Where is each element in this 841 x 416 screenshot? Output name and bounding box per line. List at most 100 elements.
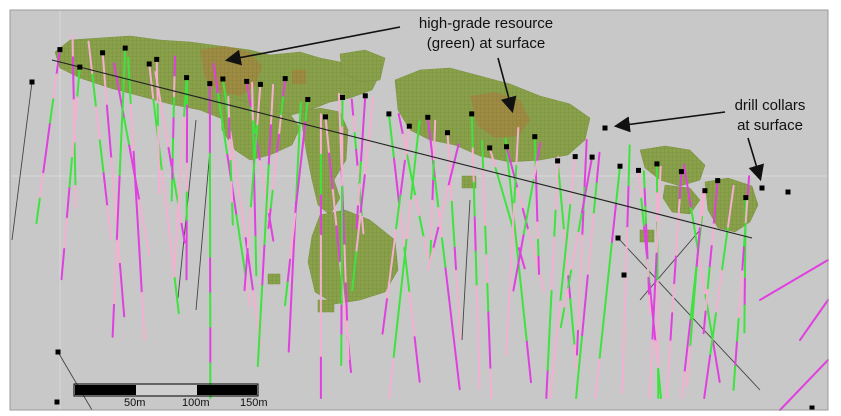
drill-collar-marker[interactable] [532, 134, 537, 139]
scale-segment-1 [75, 385, 136, 395]
trace-segment [489, 341, 490, 370]
drill-collar-marker[interactable] [469, 111, 474, 116]
trace-segment [228, 97, 229, 118]
trace-segment [538, 240, 539, 257]
drill-collar-marker[interactable] [555, 158, 560, 163]
drill-collar-marker[interactable] [573, 154, 578, 159]
annotation-collars-line1: drill collars [715, 96, 825, 116]
drill-collar-marker[interactable] [340, 95, 345, 100]
drill-collar-marker[interactable] [184, 75, 189, 80]
trace-segment [579, 283, 580, 307]
drill-collar-marker[interactable] [743, 195, 748, 200]
drill-collar-marker[interactable] [407, 124, 412, 129]
trace-segment [535, 137, 536, 154]
drill-collar-marker[interactable] [147, 62, 152, 67]
drill-collar-marker[interactable] [702, 188, 707, 193]
drill-collar-marker[interactable] [30, 80, 35, 85]
trace-segment [550, 291, 551, 318]
trace-segment [472, 114, 473, 148]
trace-segment [455, 248, 456, 271]
trace-segment [172, 180, 173, 201]
drill-collar-marker[interactable] [77, 65, 82, 70]
drill-collar-marker[interactable] [57, 47, 62, 52]
trace-segment [577, 331, 578, 355]
trace-segment [114, 273, 115, 305]
trace-segment [360, 162, 361, 184]
drill-collar-marker[interactable] [636, 168, 641, 173]
scale-bar [74, 384, 258, 396]
drill-collar-marker[interactable] [622, 273, 627, 278]
drill-collar-marker[interactable] [603, 126, 608, 131]
trace-segment [651, 340, 652, 369]
trace-segment [113, 305, 114, 337]
drill-collar-marker[interactable] [323, 114, 328, 119]
drill-collar-marker[interactable] [679, 169, 684, 174]
trace-segment [482, 141, 483, 170]
trace-segment [485, 227, 486, 256]
trace-segment [484, 198, 485, 227]
trace-segment [173, 139, 174, 160]
drill-collar-marker[interactable] [305, 97, 310, 102]
drill-collar-marker[interactable] [56, 350, 61, 355]
drill-collar-marker[interactable] [154, 57, 159, 62]
drill-collar-marker[interactable] [123, 46, 128, 51]
scale-segment-2 [136, 385, 197, 395]
drill-collar-marker[interactable] [363, 93, 368, 98]
drill-collar-marker[interactable] [616, 236, 621, 241]
drill-collar-marker[interactable] [487, 145, 492, 150]
drill-collar-marker[interactable] [786, 190, 791, 195]
trace-segment [549, 318, 550, 345]
annotation-resource-line2: (green) at surface [392, 34, 580, 54]
trace-segment [546, 371, 547, 398]
drill-collar-marker[interactable] [425, 115, 430, 120]
trace-segment [452, 202, 453, 225]
drill-collar-marker[interactable] [715, 178, 720, 183]
drill-collar-marker[interactable] [258, 82, 263, 87]
annotation-collars-line2: at surface [715, 116, 825, 136]
trace-segment [580, 259, 581, 283]
trace-segment [352, 100, 353, 117]
trace-segment [585, 164, 586, 188]
trace-segment [648, 278, 649, 296]
trace-segment [157, 82, 158, 104]
drill-collar-marker[interactable] [283, 76, 288, 81]
trace-segment [175, 57, 176, 78]
trace-segment [355, 133, 356, 150]
trace-segment [553, 237, 554, 264]
trace-segment [627, 187, 628, 228]
trace-segment [581, 235, 582, 259]
trace-segment [230, 140, 231, 161]
trace-segment [479, 355, 480, 389]
trace-segment [477, 286, 478, 320]
drill-collar-marker[interactable] [445, 130, 450, 135]
trace-segment [124, 48, 125, 80]
drill-collar-marker[interactable] [590, 155, 595, 160]
drill-collar-marker[interactable] [760, 186, 765, 191]
trace-segment [346, 283, 347, 321]
trace-segment [474, 183, 475, 217]
trace-segment [118, 176, 119, 208]
drill-collar-marker[interactable] [654, 161, 659, 166]
trace-segment [174, 77, 175, 98]
trace-segment [487, 284, 488, 313]
drill-collar-marker[interactable] [618, 164, 623, 169]
trace-segment [647, 242, 648, 260]
drill-collar-marker[interactable] [504, 144, 509, 149]
drill-collar-marker[interactable] [244, 79, 249, 84]
trace-segment [456, 271, 457, 294]
annotation-resource-line1: high-grade resource [392, 14, 580, 34]
drill-collar-marker[interactable] [386, 111, 391, 116]
trace-segment [658, 196, 659, 225]
drill-collar-marker[interactable] [207, 81, 212, 86]
trace-segment [115, 241, 116, 273]
drill-collar-marker[interactable] [55, 400, 60, 405]
trace-segment [431, 221, 432, 241]
trace-segment [475, 217, 476, 251]
drill-collar-marker[interactable] [220, 77, 225, 82]
drill-collar-marker[interactable] [100, 50, 105, 55]
trace-segment [654, 282, 655, 311]
trace-segment [648, 260, 649, 278]
trace-segment [578, 307, 579, 331]
